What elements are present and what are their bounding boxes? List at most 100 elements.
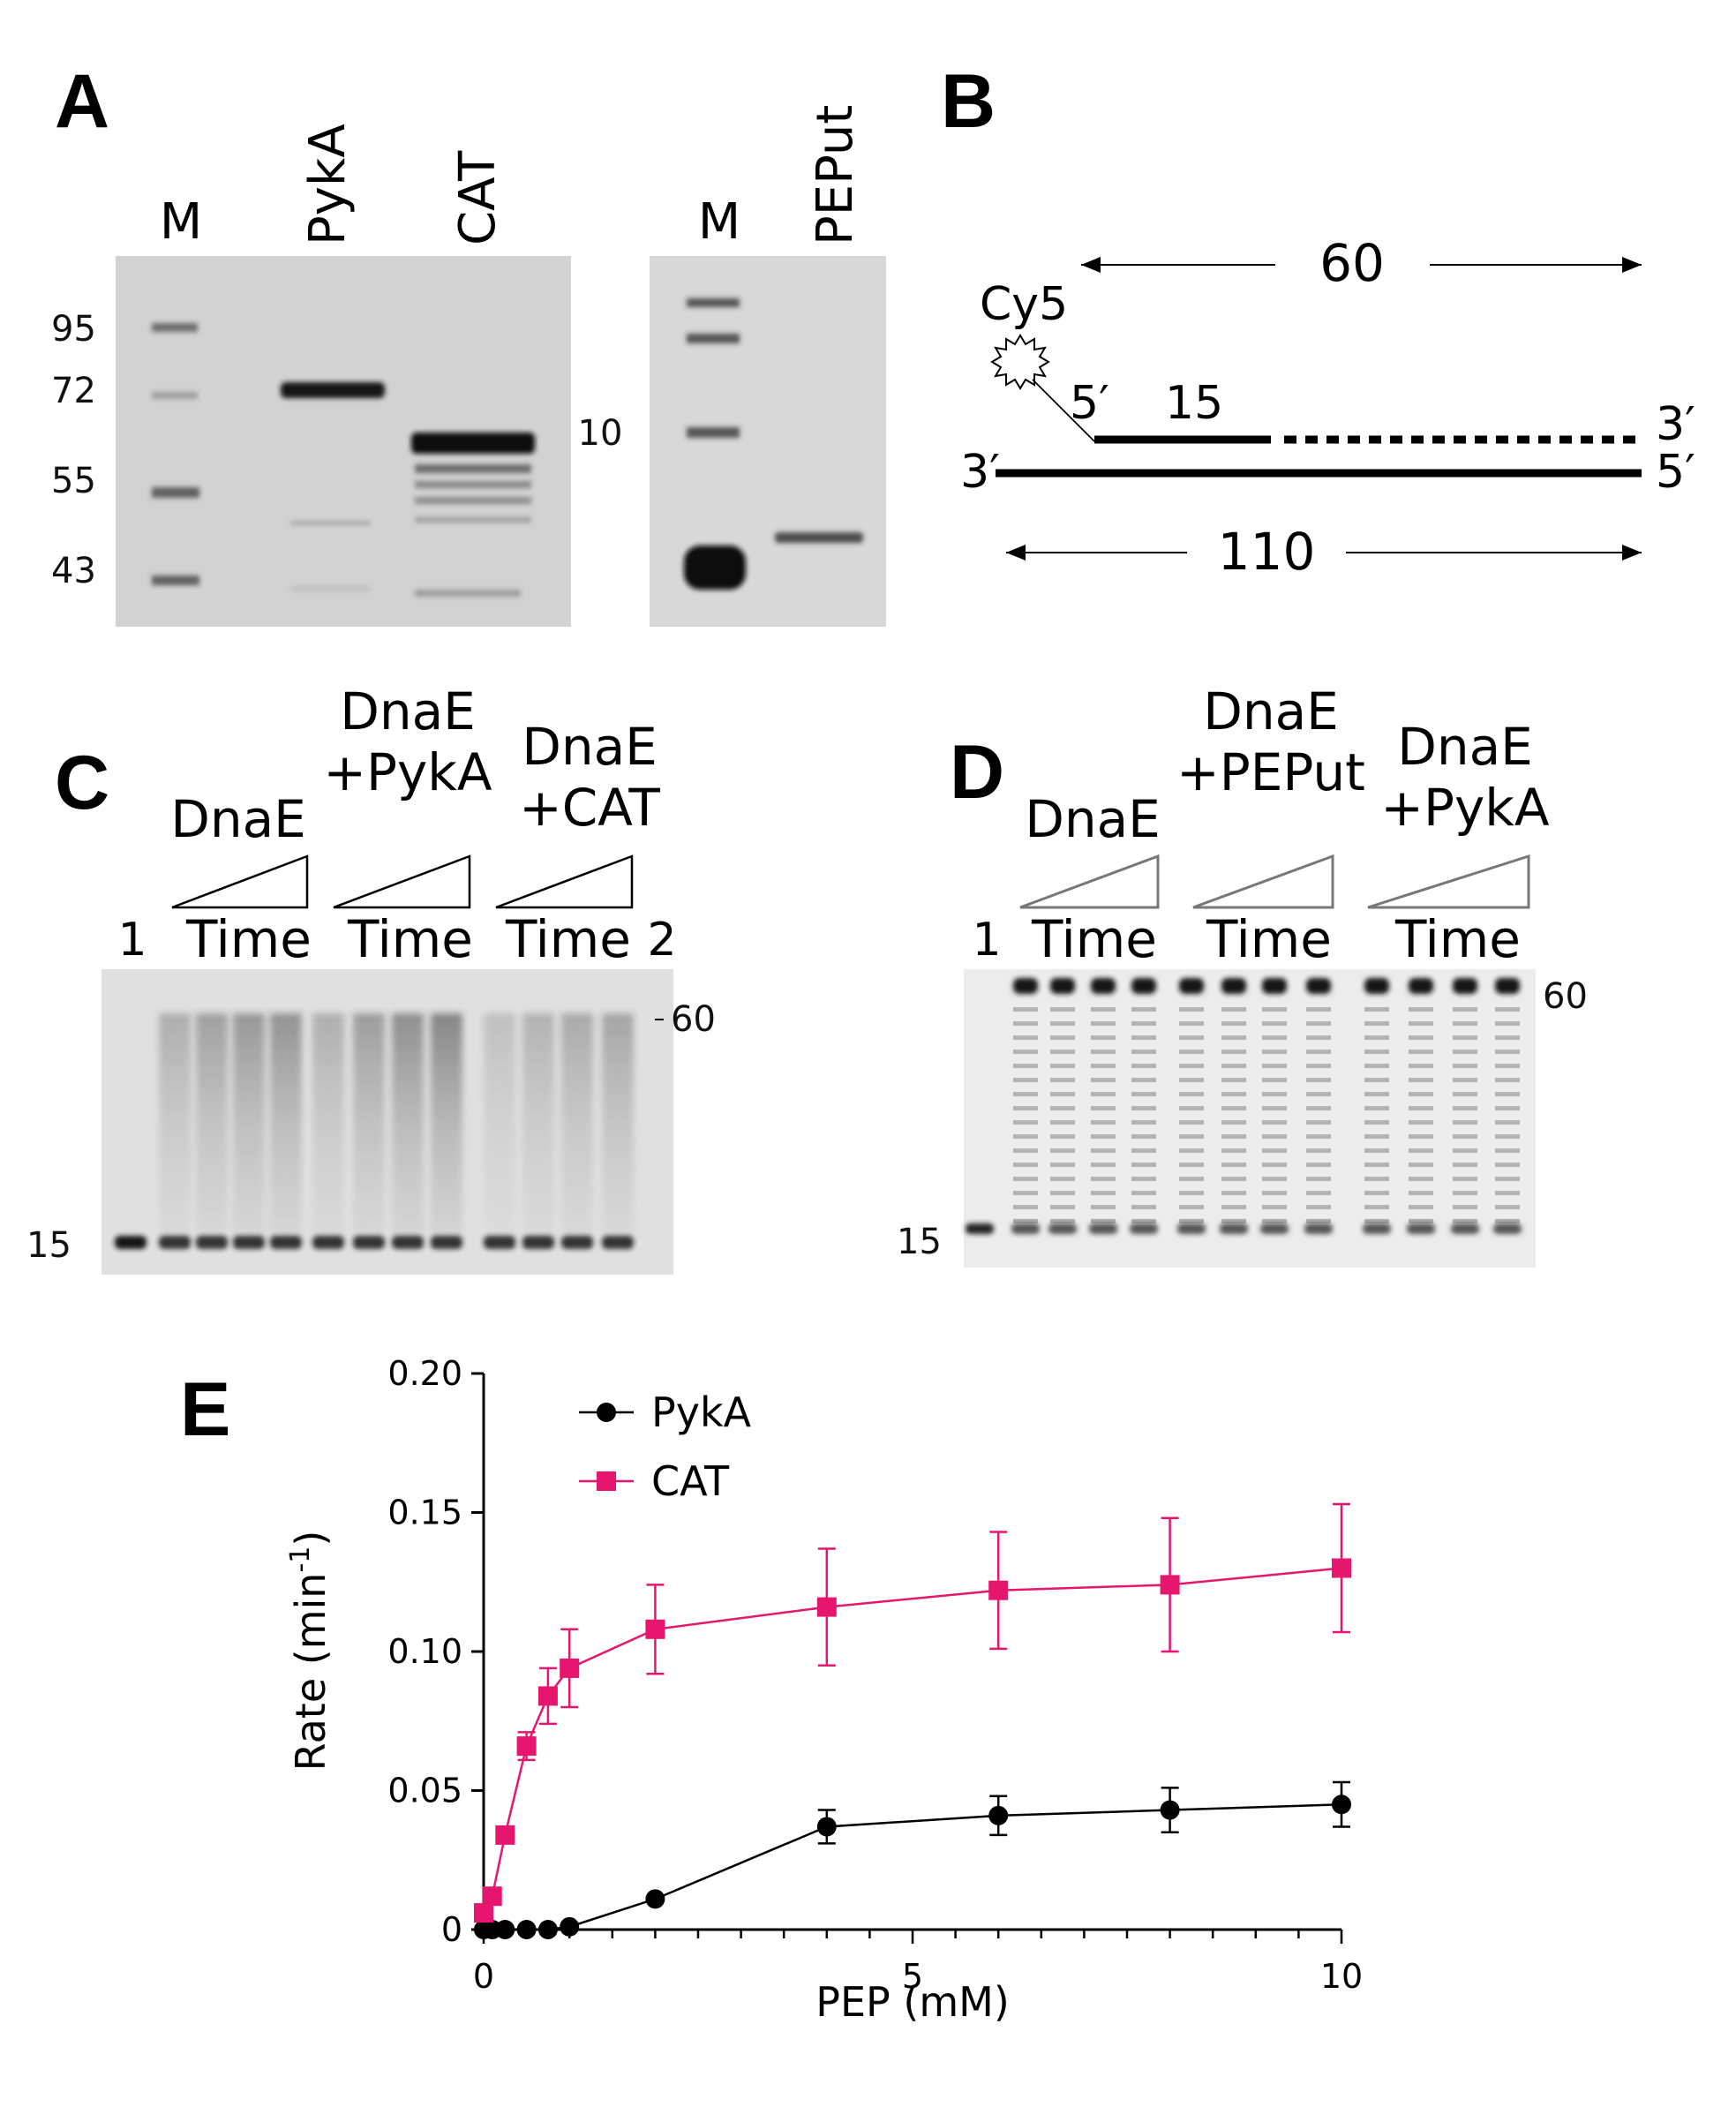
y-tick-label: 0.20 xyxy=(387,1354,462,1393)
mw-marker: 72 xyxy=(51,371,96,411)
data-point xyxy=(537,1920,558,1939)
group-label: DnaE xyxy=(1397,717,1533,777)
panel-b: B 60 Cy5 5′ 15 3′ 3′ 5′ 110 xyxy=(941,59,1695,582)
gel-lane xyxy=(1451,978,1479,1234)
x-axis-title: PEP (mM) xyxy=(815,1978,1010,2026)
series-pyka xyxy=(474,1780,1351,1939)
rate-chart: 0 0.05 0.10 0.15 0.20 0 5 10 PEP (mM) Rate (min… xyxy=(285,1354,1363,2026)
gel-lane xyxy=(522,1013,554,1249)
gel-lane xyxy=(1260,978,1289,1234)
end-label: 5′ xyxy=(1070,377,1109,430)
panel-label-a: A xyxy=(55,59,109,144)
primer-length: 15 xyxy=(1165,377,1223,430)
mw-marker: 10 xyxy=(578,413,623,454)
gel-c-lanes xyxy=(115,1013,634,1249)
data-point xyxy=(495,1920,515,1939)
gel-lane xyxy=(159,1013,191,1249)
gel-lane xyxy=(1089,978,1117,1234)
gel-d xyxy=(964,969,1536,1268)
end-label: 3′ xyxy=(960,446,1000,499)
size-marker: 60 xyxy=(671,999,716,1040)
data-point xyxy=(816,1597,837,1617)
panel-e: E 0 0.05 0.10 0.15 0.20 0 5 10 PEP (mM) Rate (m… xyxy=(180,1354,1363,2026)
x-tick-label: 0 xyxy=(473,1957,494,1996)
gel-lane xyxy=(233,1013,265,1249)
group-label: +PykA xyxy=(1380,778,1549,838)
time-wedge xyxy=(171,854,309,909)
legend-label: CAT xyxy=(651,1457,730,1505)
time-wedge xyxy=(1019,854,1160,909)
panel-label-b: B xyxy=(941,59,996,144)
legend: PykA CAT xyxy=(579,1388,752,1505)
group-label: DnaE xyxy=(1025,789,1161,849)
gel-lane xyxy=(270,1013,302,1249)
time-wedge xyxy=(333,854,471,909)
series-cat xyxy=(474,1502,1351,1923)
x-tick-label: 10 xyxy=(1320,1957,1363,1996)
data-point xyxy=(645,1889,665,1909)
gel-lane xyxy=(1011,978,1040,1234)
time-label: Time xyxy=(1031,909,1157,969)
gel-lane xyxy=(1363,978,1391,1234)
data-point xyxy=(1160,1800,1180,1820)
panel-label-d: D xyxy=(950,730,1004,815)
y-axis-title: Rate (min-1) xyxy=(285,1531,334,1772)
gel-lane xyxy=(1304,978,1333,1234)
size-marker: 15 xyxy=(897,1222,942,1262)
time-wedge xyxy=(1192,854,1334,909)
lane-number: 1 xyxy=(972,914,1001,967)
data-point xyxy=(1332,1558,1351,1578)
lane-number: 1 xyxy=(117,914,147,967)
group-label: DnaE xyxy=(1203,681,1339,741)
legend-label: PykA xyxy=(651,1388,752,1436)
series-line xyxy=(484,1803,1342,1931)
lane-label: M xyxy=(698,193,740,251)
gel-lane xyxy=(966,1223,994,1234)
data-point xyxy=(560,1916,580,1937)
gel-lane xyxy=(431,1013,462,1249)
gel-lane xyxy=(1407,978,1435,1234)
cy5-dye-icon xyxy=(990,334,1050,390)
panel-label-c: C xyxy=(55,741,109,825)
time-wedge xyxy=(495,854,634,909)
end-label: 5′ xyxy=(1656,446,1695,499)
panel-c: C DnaE DnaE +PykA DnaE +CAT 1 Time Time … xyxy=(26,681,716,1275)
group-label: DnaE xyxy=(522,717,658,777)
length-bottom: 110 xyxy=(1218,522,1316,582)
data-point xyxy=(560,1658,580,1678)
gel-lane xyxy=(1048,978,1077,1234)
pyka-band xyxy=(281,382,385,591)
lane-label: PykA xyxy=(299,124,357,245)
size-marker: 15 xyxy=(26,1225,71,1266)
data-point xyxy=(516,1736,537,1757)
series-line xyxy=(482,1567,1342,1914)
data-point xyxy=(537,1686,558,1706)
mw-marker: 95 xyxy=(51,309,96,350)
mw-marker: 55 xyxy=(51,461,96,501)
gel-lane xyxy=(1220,978,1248,1234)
size-marker: 60 xyxy=(1543,976,1588,1017)
cat-band xyxy=(411,433,535,597)
gel-lane xyxy=(353,1013,385,1249)
group-label: +CAT xyxy=(519,778,660,838)
x-tick-label: 5 xyxy=(902,1957,923,1996)
gel-lane xyxy=(484,1013,515,1249)
gel-lane xyxy=(1130,978,1158,1234)
group-label: DnaE xyxy=(340,681,476,741)
time-label: Time xyxy=(347,909,473,969)
y-tick-label: 0.15 xyxy=(387,1494,462,1532)
gel-d-lanes xyxy=(966,978,1522,1234)
lane-label: CAT xyxy=(449,150,507,245)
end-label: 3′ xyxy=(1656,398,1695,451)
time-label: Time xyxy=(1206,909,1332,969)
time-label: Time xyxy=(505,909,631,969)
gel-lane xyxy=(115,1236,147,1249)
panel-a: A M PykA CAT 95 72 55 43 xyxy=(51,59,886,627)
panel-label-e: E xyxy=(180,1367,230,1452)
group-label: +PykA xyxy=(323,742,492,802)
y-tick-label: 0 xyxy=(441,1910,462,1949)
gel-lane xyxy=(196,1013,228,1249)
length-top: 60 xyxy=(1319,233,1385,293)
gel-lane xyxy=(312,1013,344,1249)
